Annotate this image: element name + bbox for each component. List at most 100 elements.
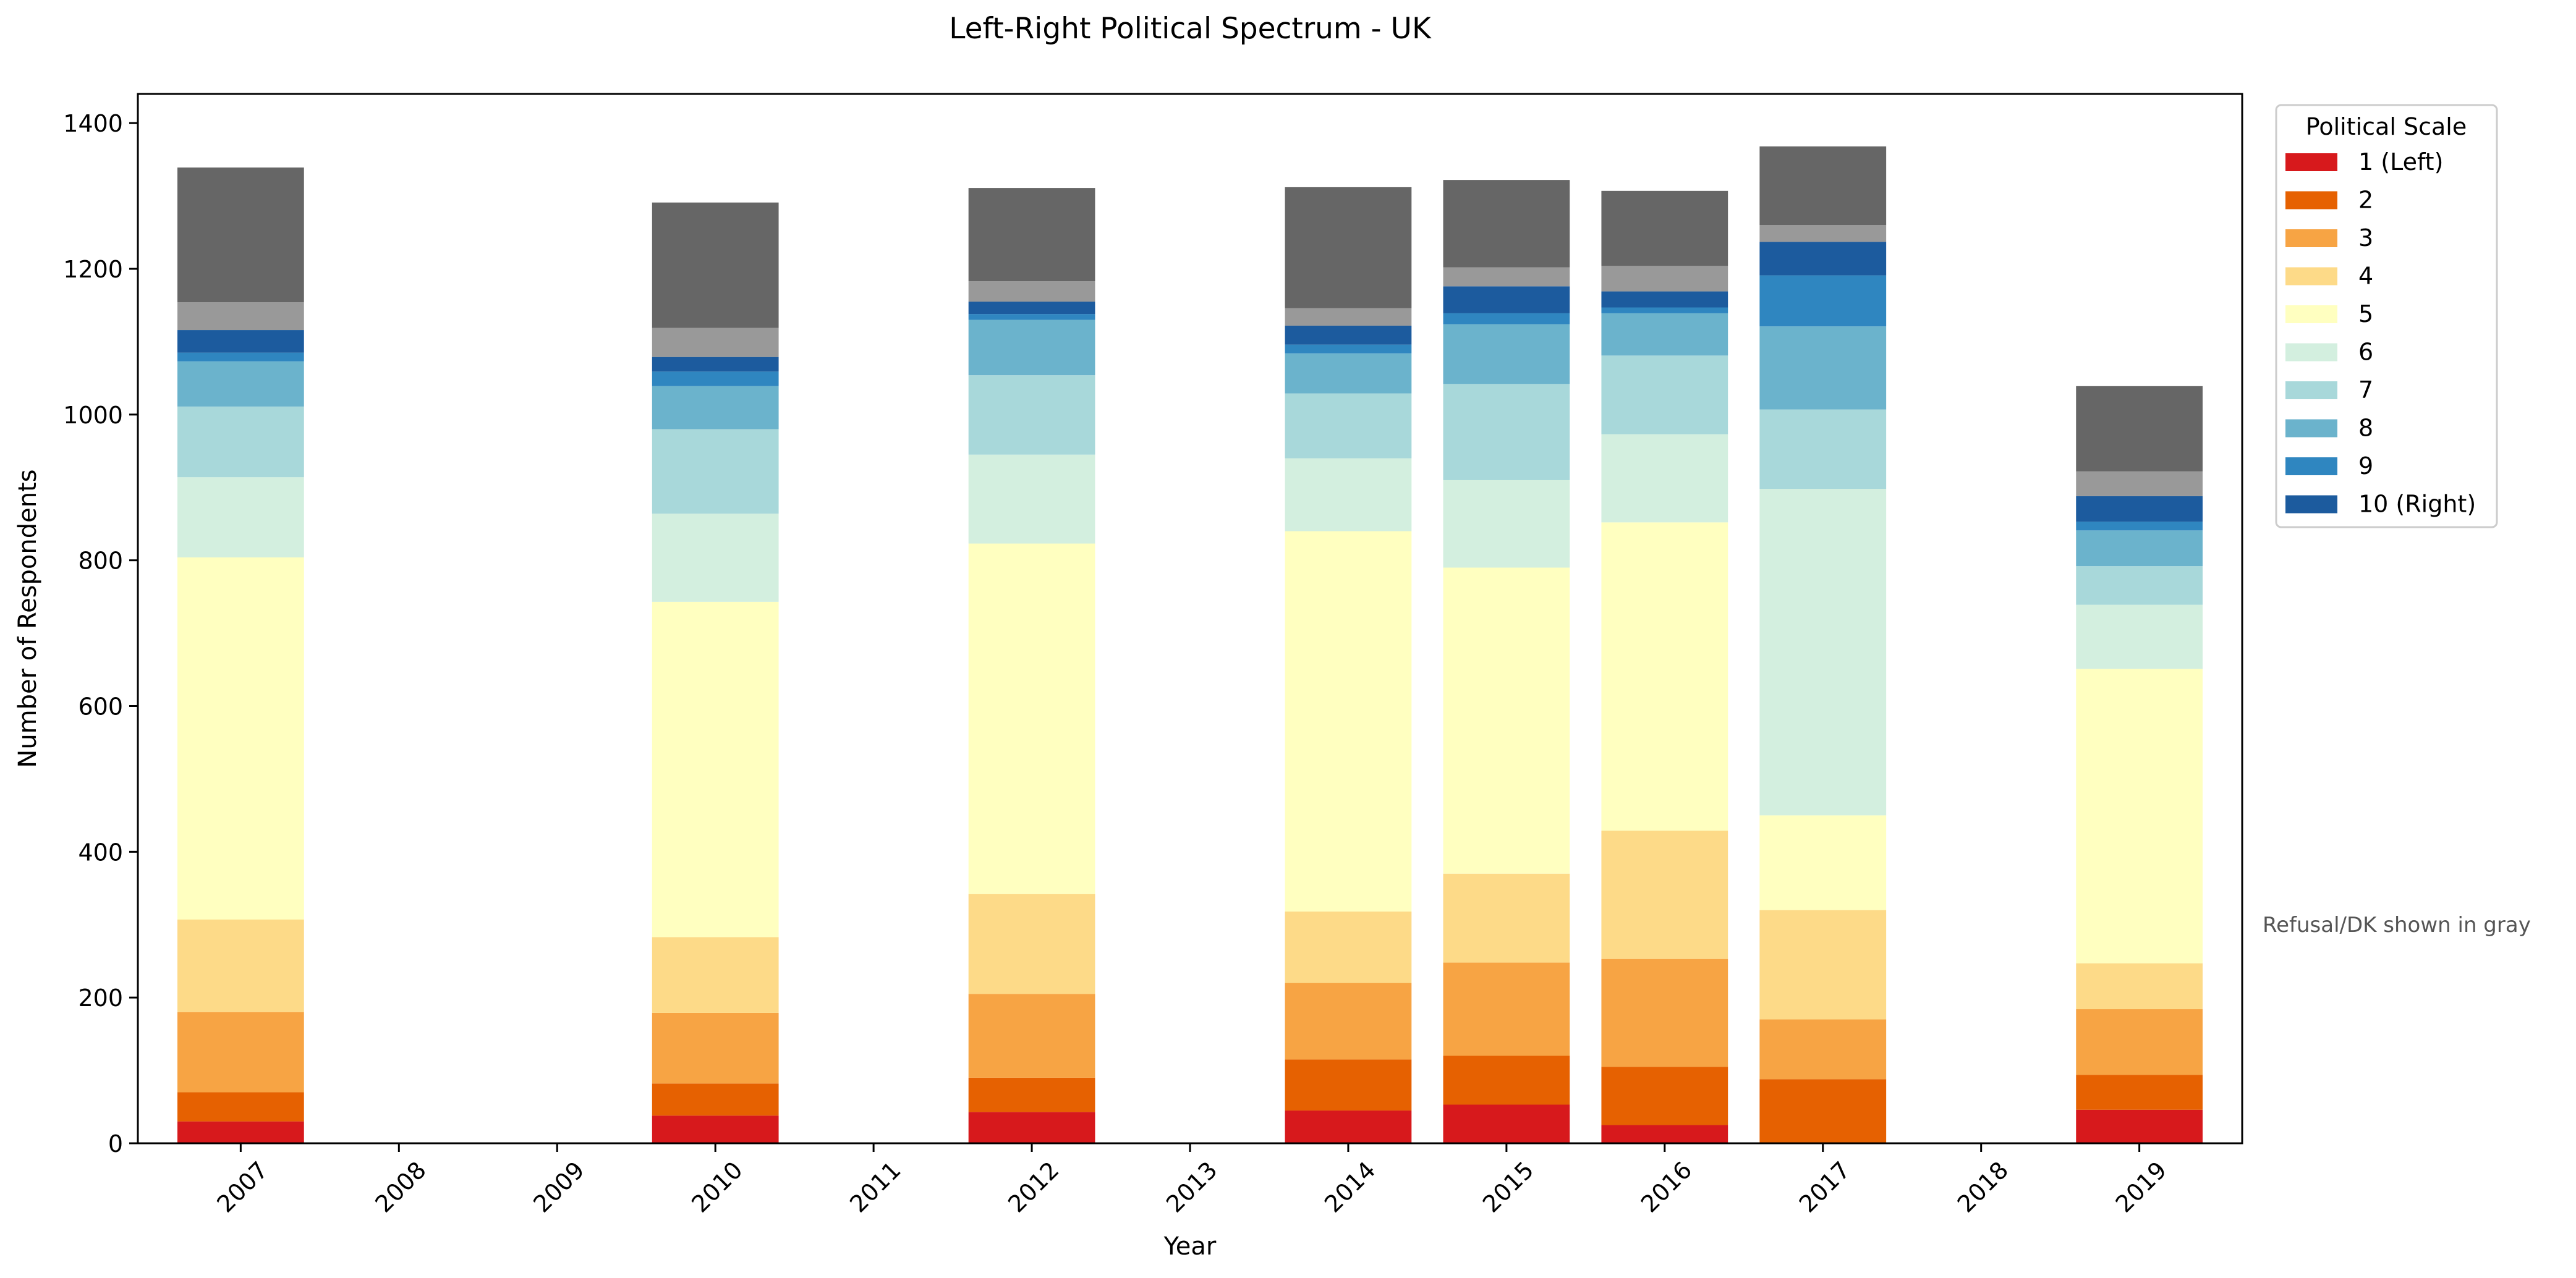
bar-2017-series-7	[1759, 326, 1887, 410]
bar-2016-series-2	[1601, 958, 1728, 1067]
legend-swatch	[2285, 419, 2337, 438]
bar-2019-series-8	[2076, 522, 2203, 531]
bar-2019-series-9	[2076, 496, 2203, 522]
y-axis-label: Number of Respondents	[14, 469, 42, 768]
bar-2014-series-10	[1285, 308, 1412, 326]
legend-label: 10 (Right)	[2358, 491, 2476, 518]
bar-2015-series-0	[1443, 1104, 1570, 1143]
bar-2010-series-7	[652, 386, 779, 430]
bar-2016-series-4	[1601, 522, 1728, 831]
y-tick-label: 600	[78, 693, 123, 721]
bar-2017-series-10	[1759, 225, 1887, 242]
plot-area	[177, 146, 2203, 1143]
bar-2015-series-8	[1443, 313, 1570, 324]
bar-2010-series-1	[652, 1083, 779, 1116]
bar-2007-series-0	[177, 1121, 304, 1143]
bar-2016-series-5	[1601, 434, 1728, 523]
bar-2012-series-5	[968, 454, 1095, 544]
x-tick-label: 2008	[370, 1156, 431, 1218]
bar-2016-series-11	[1601, 190, 1728, 266]
bar-2015-series-11	[1443, 180, 1570, 268]
bar-2017-series-4	[1759, 815, 1887, 910]
bar-2016-series-9	[1601, 291, 1728, 308]
legend-label: 8	[2358, 415, 2373, 442]
bar-2015-series-9	[1443, 286, 1570, 313]
y-tick-label: 1400	[63, 110, 123, 137]
bar-2019-series-7	[2076, 530, 2203, 567]
legend-swatch	[2285, 343, 2337, 362]
x-tick-label: 2010	[686, 1156, 748, 1218]
bar-2014-series-9	[1285, 325, 1412, 345]
bar-2012-series-10	[968, 281, 1095, 302]
legend-label: 5	[2358, 300, 2373, 328]
legend-swatch	[2285, 381, 2337, 399]
legend-swatch	[2285, 153, 2337, 171]
legend-label: 2	[2358, 187, 2373, 214]
bar-2019-series-5	[2076, 604, 2203, 669]
bar-2012-series-1	[968, 1077, 1095, 1112]
bar-2014-series-6	[1285, 393, 1412, 459]
x-tick-label: 2009	[528, 1156, 590, 1218]
x-tick-label: 2019	[2111, 1156, 2172, 1218]
bar-2014-series-1	[1285, 1059, 1412, 1111]
bar-2019-series-11	[2076, 386, 2203, 472]
bar-2017-series-1	[1759, 1079, 1887, 1143]
bar-2007-series-6	[177, 406, 304, 478]
bar-2016-series-0	[1601, 1125, 1728, 1143]
bar-2012-series-2	[968, 994, 1095, 1078]
bar-2017-series-9	[1759, 242, 1887, 276]
legend-swatch	[2285, 229, 2337, 247]
chart-note: Refusal/DK shown in gray	[2263, 913, 2531, 937]
legend: Political Scale 1 (Left) 2 3 4 5 6 7 8 9 10 (Righ…	[2275, 104, 2498, 528]
legend-title: Political Scale	[2306, 113, 2467, 140]
legend-label: 1 (Left)	[2358, 148, 2443, 176]
bar-2015-series-3	[1443, 873, 1570, 963]
legend-label: 3	[2358, 224, 2373, 252]
bar-2012-series-3	[968, 894, 1095, 994]
bar-2007-series-3	[177, 919, 304, 1012]
x-tick-label: 2017	[1794, 1156, 1856, 1218]
x-tick-label: 2015	[1477, 1156, 1539, 1218]
bar-2019-series-4	[2076, 669, 2203, 963]
legend-label: 7	[2358, 376, 2373, 404]
bar-2019-series-2	[2076, 1009, 2203, 1075]
legend-label: 4	[2358, 263, 2373, 290]
bar-2012-series-7	[968, 320, 1095, 376]
bar-2019-series-0	[2076, 1109, 2203, 1143]
y-tick-label: 800	[78, 548, 123, 575]
bar-2010-series-2	[652, 1012, 779, 1084]
x-tick-label: 2011	[844, 1156, 906, 1218]
bar-2014-series-2	[1285, 983, 1412, 1060]
x-tick-label: 2013	[1161, 1156, 1223, 1218]
bar-2015-series-6	[1443, 384, 1570, 480]
legend-items: 1 (Left) 2 3 4 5 6 7 8 9 10 (Right)	[2285, 148, 2476, 518]
x-tick-label: 2014	[1319, 1156, 1381, 1218]
legend-swatch	[2285, 457, 2337, 475]
y-tick-label: 200	[78, 984, 123, 1012]
bar-2012-series-11	[968, 188, 1095, 282]
bar-2016-series-3	[1601, 831, 1728, 959]
bar-2012-series-8	[968, 314, 1095, 320]
bar-2007-series-11	[177, 167, 304, 303]
bar-2017-series-5	[1759, 489, 1887, 816]
bar-2010-series-8	[652, 371, 779, 386]
legend-swatch	[2285, 305, 2337, 323]
bar-2016-series-1	[1601, 1067, 1728, 1125]
y-tick-label: 400	[78, 839, 123, 866]
chart-title: Left-Right Political Spectrum - UK	[949, 12, 1432, 46]
bar-2015-series-2	[1443, 962, 1570, 1056]
y-axis: 0 200 400 600 800 1000 1200 1400	[63, 110, 138, 1157]
bar-2007-series-10	[177, 302, 304, 331]
y-tick-label: 1200	[63, 256, 123, 283]
bar-2014-series-5	[1285, 458, 1412, 531]
bar-2007-series-5	[177, 477, 304, 557]
bar-2017-series-6	[1759, 409, 1887, 489]
legend-swatch	[2285, 267, 2337, 286]
bar-2019-series-6	[2076, 566, 2203, 605]
bar-2007-series-8	[177, 352, 304, 362]
bar-2015-series-10	[1443, 267, 1570, 287]
bar-2015-series-7	[1443, 324, 1570, 384]
y-tick-label: 1000	[63, 402, 123, 429]
bar-2007-series-7	[177, 361, 304, 407]
bar-2014-series-11	[1285, 187, 1412, 308]
